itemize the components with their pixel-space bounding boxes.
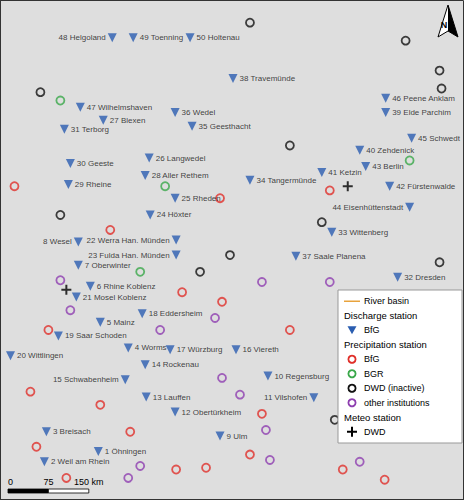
svg-text:21 Mosel Koblenz: 21 Mosel Koblenz <box>83 293 147 302</box>
svg-text:Precipitation station: Precipitation station <box>344 339 427 350</box>
svg-text:River basin: River basin <box>364 296 409 306</box>
svg-text:9 Ulm: 9 Ulm <box>227 432 248 441</box>
svg-text:37 Saale Planena: 37 Saale Planena <box>302 252 366 261</box>
svg-text:N: N <box>441 20 448 30</box>
svg-text:5 Mainz: 5 Mainz <box>107 318 135 327</box>
svg-text:11 Vilshofen: 11 Vilshofen <box>264 393 307 402</box>
svg-text:150 km: 150 km <box>74 477 104 487</box>
svg-text:24 Höxter: 24 Höxter <box>157 210 192 219</box>
svg-text:4 Worms: 4 Worms <box>135 343 167 352</box>
svg-text:10 Regensburg: 10 Regensburg <box>274 372 329 381</box>
svg-text:42 Fürstenwalde: 42 Fürstenwalde <box>396 182 456 191</box>
svg-text:36 Wedel: 36 Wedel <box>182 108 216 117</box>
svg-text:50 Holtenau: 50 Holtenau <box>197 33 240 42</box>
svg-text:DWD (inactive): DWD (inactive) <box>364 383 425 393</box>
svg-text:31 Terborg: 31 Terborg <box>71 125 109 134</box>
svg-text:26 Langwedel: 26 Langwedel <box>156 154 206 163</box>
svg-text:8 Wesel: 8 Wesel <box>43 237 72 246</box>
svg-text:38 Travemünde: 38 Travemünde <box>239 74 295 83</box>
svg-text:6 Rhine Koblenz: 6 Rhine Koblenz <box>97 282 156 291</box>
svg-text:25 Rheden: 25 Rheden <box>182 194 221 203</box>
svg-text:14 Rockenau: 14 Rockenau <box>152 360 199 369</box>
svg-text:19 Saar Schoden: 19 Saar Schoden <box>65 331 127 340</box>
svg-text:44 Eisenhüttenstadt: 44 Eisenhüttenstadt <box>332 203 403 212</box>
svg-text:Meteo station: Meteo station <box>344 412 401 423</box>
svg-text:other institutions: other institutions <box>364 398 430 408</box>
svg-text:1 Öhningen: 1 Öhningen <box>105 447 146 456</box>
svg-text:75: 75 <box>43 477 53 487</box>
svg-text:20 Wittlingen: 20 Wittlingen <box>17 351 63 360</box>
svg-text:2 Weil am Rhein: 2 Weil am Rhein <box>51 457 110 466</box>
svg-text:33 Wittenberg: 33 Wittenberg <box>338 228 388 237</box>
svg-text:39 Elde Parchim: 39 Elde Parchim <box>392 108 451 117</box>
svg-text:41 Ketzin: 41 Ketzin <box>328 168 361 177</box>
svg-text:27 Blexen: 27 Blexen <box>110 116 146 125</box>
svg-text:47 Wilhelmshaven: 47 Wilhelmshaven <box>87 103 152 112</box>
svg-text:22 Werra Han. Münden: 22 Werra Han. Münden <box>87 236 170 245</box>
svg-text:23 Fulda Han. Münden: 23 Fulda Han. Münden <box>88 251 169 260</box>
svg-text:Discharge station: Discharge station <box>344 310 417 321</box>
svg-text:43 Berlin: 43 Berlin <box>372 162 404 171</box>
svg-text:17 Würzburg: 17 Würzburg <box>177 345 223 354</box>
svg-text:16 Viereth: 16 Viereth <box>242 345 278 354</box>
svg-text:13 Lauffen: 13 Lauffen <box>153 393 191 402</box>
svg-text:3 Breisach: 3 Breisach <box>53 427 91 436</box>
svg-text:0: 0 <box>8 477 13 487</box>
svg-text:7 Oberwinter: 7 Oberwinter <box>85 261 131 270</box>
svg-text:29 Rheine: 29 Rheine <box>75 180 112 189</box>
svg-text:46 Peene Anklam: 46 Peene Anklam <box>392 94 455 103</box>
svg-text:35 Geesthacht: 35 Geesthacht <box>199 122 252 131</box>
svg-text:DWD: DWD <box>364 427 386 437</box>
svg-text:45 Schwedt: 45 Schwedt <box>418 134 461 143</box>
svg-text:49 Toenning: 49 Toenning <box>140 33 183 42</box>
svg-text:32 Dresden: 32 Dresden <box>404 273 445 282</box>
svg-text:40 Zehdenick: 40 Zehdenick <box>366 146 415 155</box>
svg-text:18 Eddersheim: 18 Eddersheim <box>149 309 203 318</box>
svg-text:BGR: BGR <box>364 369 384 379</box>
svg-text:BfG: BfG <box>364 325 380 335</box>
svg-text:48 Helgoland: 48 Helgoland <box>59 33 106 42</box>
svg-text:28 Aller Rethem: 28 Aller Rethem <box>152 171 209 180</box>
svg-text:15 Schwabenheim: 15 Schwabenheim <box>53 375 119 384</box>
svg-text:BfG: BfG <box>364 354 380 364</box>
svg-text:12 Obertürkheim: 12 Obertürkheim <box>182 408 242 417</box>
svg-text:34 Tangermünde: 34 Tangermünde <box>256 176 316 185</box>
svg-text:30 Geeste: 30 Geeste <box>77 159 114 168</box>
